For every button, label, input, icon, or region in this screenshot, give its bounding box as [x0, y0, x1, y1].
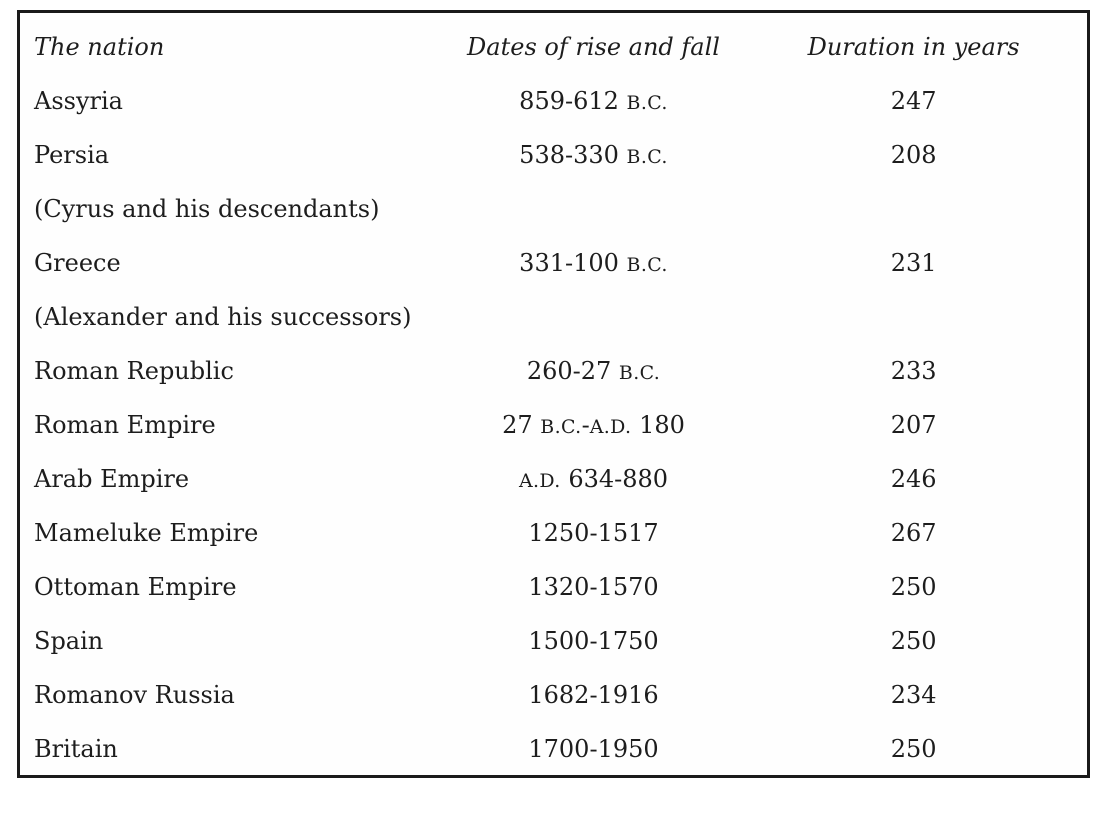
- duration-cell: 231: [890, 248, 937, 277]
- nation-cell: Britain: [34, 734, 118, 763]
- table-row: (Alexander and his successors): [20, 290, 1087, 344]
- nation-cell: Ottoman Empire: [34, 572, 237, 601]
- dates-cell: 538-330 B.C.: [519, 140, 668, 169]
- era-abbreviation: A.D.: [518, 469, 561, 492]
- column-header-duration: Duration in years: [807, 32, 1020, 61]
- dates-cell: 27 B.C.-A.D. 180: [502, 410, 685, 439]
- dates-cell: 1682-1916: [528, 680, 659, 709]
- duration-cell: 246: [890, 464, 937, 493]
- table-row: Roman Republic 260-27 B.C. 233: [20, 344, 1087, 398]
- nation-cell: Romanov Russia: [34, 680, 235, 709]
- table-row: (Cyrus and his descendants): [20, 182, 1087, 236]
- table-row: Roman Empire 27 B.C.-A.D. 180 207: [20, 398, 1087, 452]
- table-row: Spain 1500-1750 250: [20, 614, 1087, 668]
- era-abbreviation: B.C.: [626, 145, 668, 168]
- duration-cell: 233: [890, 356, 937, 385]
- dates-cell: 260-27 B.C.: [526, 356, 661, 385]
- era-abbreviation: A.D.: [589, 415, 632, 438]
- era-abbreviation: B.C.: [626, 91, 668, 114]
- nation-cell: Persia: [34, 140, 110, 169]
- era-abbreviation: B.C.: [618, 361, 661, 384]
- duration-cell: 207: [890, 410, 937, 439]
- dates-cell: 1320-1570: [528, 572, 659, 601]
- table-body: Assyria 859-612 B.C. 247 Persia 538-330 …: [20, 74, 1087, 776]
- dates-cell: 1250-1517: [528, 518, 659, 547]
- duration-cell: 250: [890, 572, 937, 601]
- column-header-dates: Dates of rise and fall: [467, 32, 720, 61]
- era-abbreviation: B.C.: [540, 415, 582, 438]
- table-row: Arab Empire A.D. 634-880 246: [20, 452, 1087, 506]
- table-row: Mameluke Empire 1250-1517 267: [20, 506, 1087, 560]
- nation-cell: Arab Empire: [34, 464, 190, 493]
- dates-cell: 331-100 B.C.: [519, 248, 668, 277]
- nation-cell: Spain: [34, 626, 104, 655]
- duration-cell: 247: [890, 86, 937, 115]
- nation-cell: (Cyrus and his descendants): [34, 194, 380, 223]
- table-header-row: The nation Dates of rise and fall Durati…: [20, 20, 1087, 74]
- dates-cell: A.D. 634-880: [518, 464, 669, 493]
- table-row: Romanov Russia 1682-1916 234: [20, 668, 1087, 722]
- nation-cell: Mameluke Empire: [34, 518, 259, 547]
- duration-cell: 250: [890, 734, 937, 763]
- empires-duration-table: The nation Dates of rise and fall Durati…: [17, 10, 1090, 778]
- table-row: Persia 538-330 B.C. 208: [20, 128, 1087, 182]
- nation-cell: Assyria: [34, 86, 123, 115]
- duration-cell: 267: [890, 518, 937, 547]
- table-row: Ottoman Empire 1320-1570 250: [20, 560, 1087, 614]
- table-row: Britain 1700-1950 250: [20, 722, 1087, 776]
- dates-cell: 1500-1750: [528, 626, 659, 655]
- column-header-nation: The nation: [34, 32, 165, 61]
- dates-cell: 859-612 B.C.: [519, 86, 668, 115]
- nation-cell: Roman Empire: [34, 410, 216, 439]
- table-row: Assyria 859-612 B.C. 247: [20, 74, 1087, 128]
- dates-cell: 1700-1950: [528, 734, 659, 763]
- duration-cell: 234: [890, 680, 937, 709]
- nation-cell: Roman Republic: [34, 356, 234, 385]
- duration-cell: 208: [890, 140, 937, 169]
- table-row: Greece 331-100 B.C. 231: [20, 236, 1087, 290]
- nation-cell: (Alexander and his successors): [34, 302, 412, 331]
- era-abbreviation: B.C.: [626, 253, 668, 276]
- duration-cell: 250: [890, 626, 937, 655]
- nation-cell: Greece: [34, 248, 121, 277]
